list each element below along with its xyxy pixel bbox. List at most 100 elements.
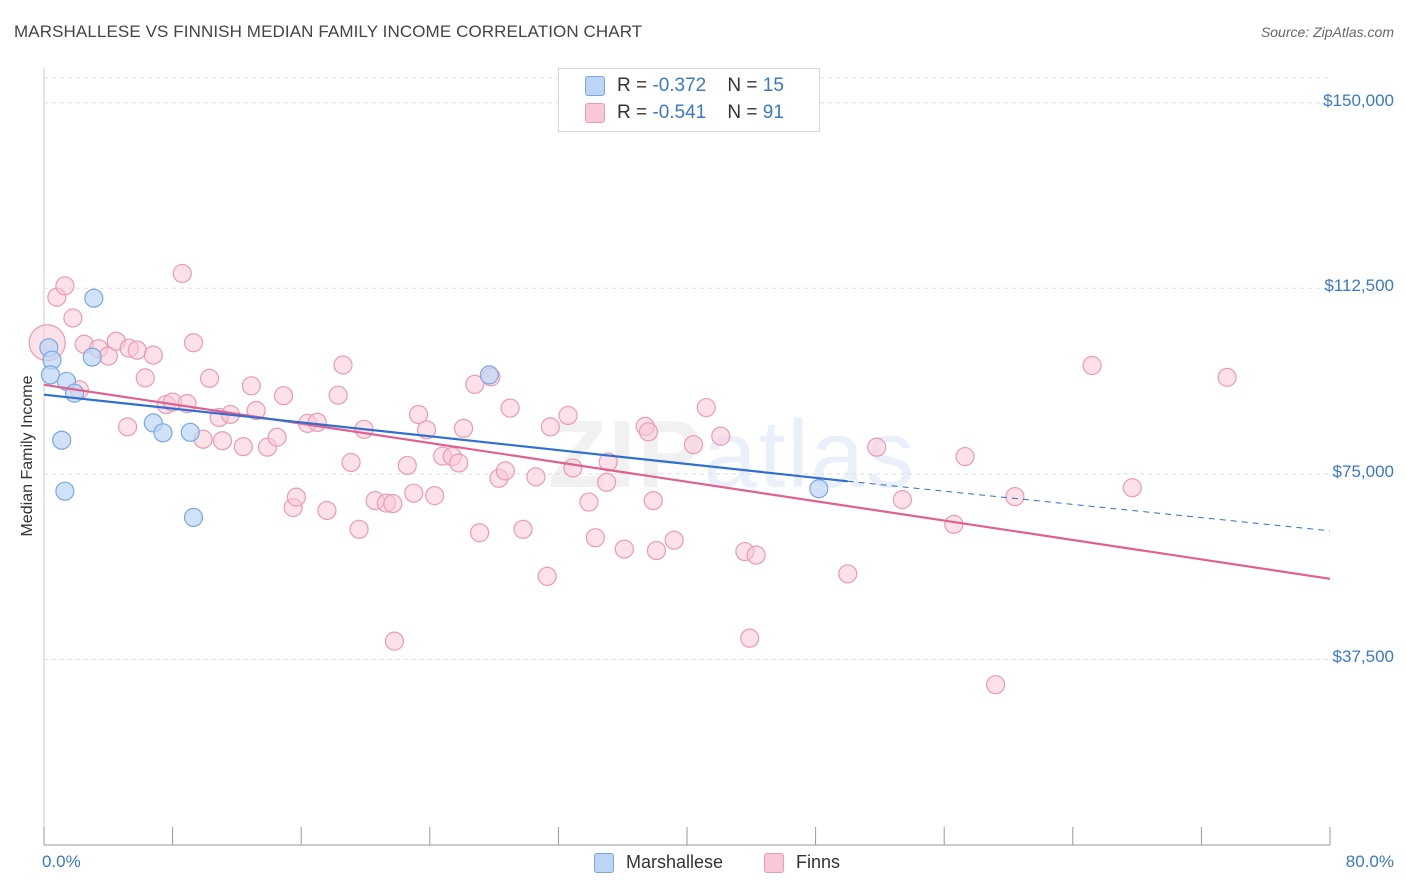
legend-stats: R = -0.541 N = 91: [617, 102, 784, 124]
finns-point: [513, 519, 533, 539]
finns-point: [1122, 478, 1142, 498]
finns-point: [597, 472, 617, 492]
finns-point: [117, 417, 138, 437]
finns-point: [638, 422, 659, 442]
n-value: 15: [762, 75, 784, 96]
r-label: R =: [617, 75, 653, 96]
finns-point: [383, 493, 403, 514]
finns-point: [233, 437, 253, 457]
marshallese-point: [479, 365, 499, 385]
finns-point: [683, 435, 704, 455]
y-tick-label: $150,000: [1323, 90, 1394, 110]
finns-point: [614, 539, 634, 559]
marshallese-point: [180, 422, 200, 442]
marshallese-point: [84, 288, 104, 308]
finns-point: [664, 530, 684, 550]
finns-point: [746, 545, 766, 565]
legend-swatch-marshallese: [585, 76, 605, 96]
finns-point: [267, 427, 287, 447]
finns-point: [892, 490, 913, 510]
finns-point: [465, 374, 485, 394]
finns-point: [563, 458, 583, 478]
finns-point: [143, 345, 163, 365]
finns-point: [317, 500, 337, 521]
grid-layer: [44, 77, 1330, 660]
finns-point: [55, 276, 75, 296]
marshallese-trend-extension: [847, 480, 1331, 532]
finns-point: [585, 528, 605, 548]
finns-point: [579, 492, 599, 512]
marshallese-point: [809, 479, 829, 499]
finns-point: [500, 398, 520, 418]
finns-point: [273, 386, 294, 406]
correlation-legend: R = -0.372 N = 15 R = -0.541 N = 91: [558, 68, 820, 132]
finns-point: [1005, 487, 1025, 507]
legend-label: Marshallese: [626, 852, 724, 872]
finns-point: [199, 368, 220, 388]
legend-swatch-marshallese: [594, 853, 614, 873]
y-axis-label: Median Family Income: [19, 375, 36, 537]
finns-point: [740, 628, 760, 648]
finns-points: [28, 263, 1237, 695]
finns-point: [867, 437, 887, 457]
chart-title: MARSHALLESE VS FINNISH MEDIAN FAMILY INC…: [14, 22, 643, 41]
legend-stats: R = -0.372 N = 15: [617, 75, 784, 97]
marshallese-point: [183, 507, 204, 528]
finns-point: [986, 675, 1006, 695]
finns-point: [63, 308, 83, 328]
finns-point: [384, 631, 405, 651]
finns-point: [944, 514, 964, 534]
x-tick-label-min: 0.0%: [42, 852, 81, 871]
finns-point: [540, 417, 560, 437]
marshallese-point: [52, 430, 72, 450]
finns-point: [1082, 355, 1102, 376]
x-tick-label-max: 80.0%: [1345, 852, 1394, 871]
marshallese-trend-line: [43, 393, 848, 483]
finns-point: [333, 355, 353, 375]
finns-point: [212, 431, 233, 451]
marshallese-point: [40, 365, 61, 385]
finns-point: [955, 446, 975, 467]
finns-point: [711, 426, 731, 446]
marshallese-point: [153, 423, 173, 443]
y-tick-label: $37,500: [1332, 647, 1394, 667]
n-label: N =: [727, 75, 763, 96]
finns-point: [453, 418, 474, 438]
finns-point: [127, 340, 147, 360]
r-value: -0.541: [652, 102, 707, 123]
trend-lines: [43, 383, 1331, 580]
finns-point: [408, 404, 429, 425]
marshallese-point: [82, 347, 102, 367]
axis-layer: [43, 68, 1331, 846]
finns-point: [183, 333, 204, 353]
finns-point: [558, 405, 578, 426]
legend-swatch-finns: [585, 103, 605, 123]
marshallese-point: [55, 481, 75, 501]
chart-source: Source: ZipAtlas.com: [1260, 24, 1394, 40]
n-label: N =: [727, 102, 763, 123]
finns-point: [1217, 367, 1237, 387]
finns-point: [349, 519, 369, 539]
finns-point: [838, 564, 858, 584]
finns-point: [397, 455, 417, 476]
finns-point: [404, 483, 424, 503]
r-label: R =: [617, 102, 653, 123]
finns-point: [646, 540, 667, 561]
finns-point: [449, 453, 469, 473]
legend-swatch-finns: [764, 853, 784, 873]
y-tick-label: $112,500: [1324, 276, 1394, 296]
finns-point: [425, 486, 445, 506]
finns-point: [341, 452, 361, 473]
finns-point: [526, 467, 546, 487]
finns-point: [135, 368, 155, 388]
n-value: 91: [762, 102, 784, 123]
legend-label: Finns: [796, 852, 841, 872]
finns-point: [328, 385, 348, 405]
finns-point: [696, 397, 716, 418]
finns-point: [172, 263, 192, 284]
r-value: -0.372: [652, 75, 707, 96]
finns-point: [495, 461, 515, 481]
finns-point: [241, 376, 261, 396]
y-tick-label: $75,000: [1332, 461, 1394, 481]
